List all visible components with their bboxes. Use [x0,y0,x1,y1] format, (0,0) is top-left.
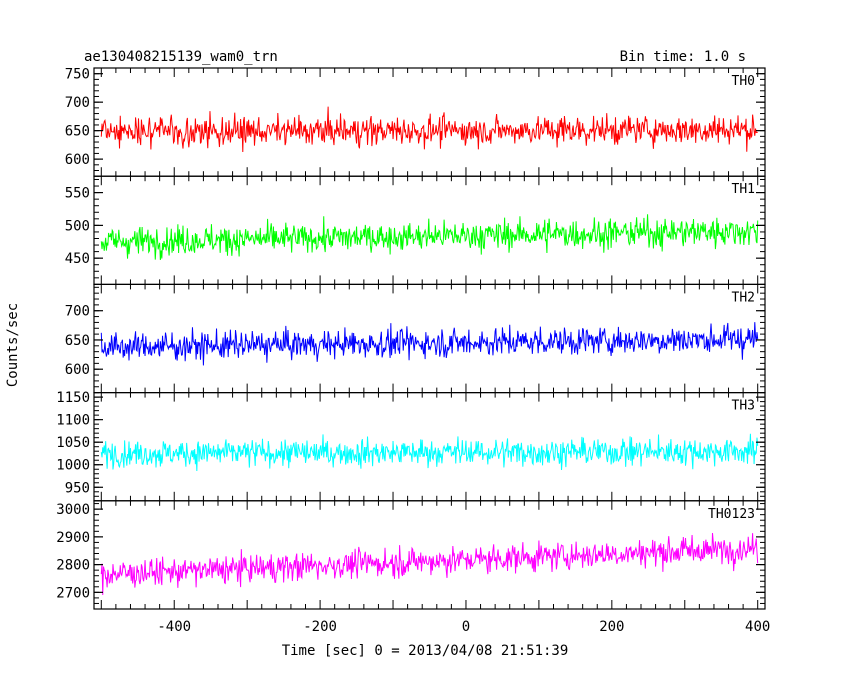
y-tick-label: 700 [65,95,90,111]
y-tick-label: 950 [65,480,90,496]
x-tick-label: -400 [157,619,191,635]
panel-th0: 600 650 700 750 TH0 [65,67,766,177]
y-tick-label: 1100 [56,413,90,429]
panel-label: TH0123 [708,507,755,522]
panel-label: TH3 [732,399,755,414]
y-tick-label: 2800 [56,558,90,574]
header-bin-time: Bin time: 1.0 s [620,49,746,65]
panel-frame [93,392,766,502]
series-line-th1 [100,214,759,261]
panel-frame [93,500,766,610]
y-tick-label: 1150 [56,390,90,406]
y-tick-label: 650 [65,333,90,349]
y-tick-label: 600 [65,362,90,378]
series-line-th2 [100,322,759,366]
panel-th0123: 2700 2800 2900 3000 TH0123 [56,500,766,610]
y-tick-label: 1050 [56,435,90,451]
y-tick-label: 3000 [56,502,90,518]
series-line-th3 [100,433,759,472]
panel-label: TH1 [732,182,755,197]
y-tick-label: 450 [65,251,90,267]
panel-label: TH0 [732,74,755,89]
y-tick-label: 650 [65,124,90,140]
x-axis: -400 -200 0 200 400 [157,619,770,635]
y-tick-label: 2700 [56,585,90,601]
series-line-th0123 [100,532,759,596]
header-title: ae130408215139_wam0_trn [84,49,278,65]
y-tick-label: 1000 [56,458,90,474]
y-tick-label: 700 [65,304,90,320]
y-tick-label: 750 [65,67,90,83]
panel-frame [93,283,766,394]
panel-label: TH2 [732,290,755,305]
y-axis-label: Counts/sec [5,303,21,387]
panel-th3: 950 1000 1050 1100 1150 TH3 [56,390,766,502]
y-tick-label: 500 [65,218,90,234]
series-line-th0 [100,106,758,152]
y-tick-label: 2900 [56,530,90,546]
y-tick-label: 600 [65,152,90,168]
panels-group: 600 650 700 750 TH0 450 500 550 TH1 600 650 700 TH2 9… [56,67,766,610]
y-tick-label: 550 [65,186,90,202]
panel-th2: 600 650 700 TH2 [65,283,766,394]
x-axis-label: Time [sec] 0 = 2013/04/08 21:51:39 [282,643,569,659]
x-tick-label: 0 [462,619,470,635]
x-tick-label: 400 [745,619,770,635]
x-tick-label: 200 [599,619,624,635]
panel-th1: 450 500 550 TH1 [65,175,766,285]
x-tick-label: -200 [303,619,337,635]
